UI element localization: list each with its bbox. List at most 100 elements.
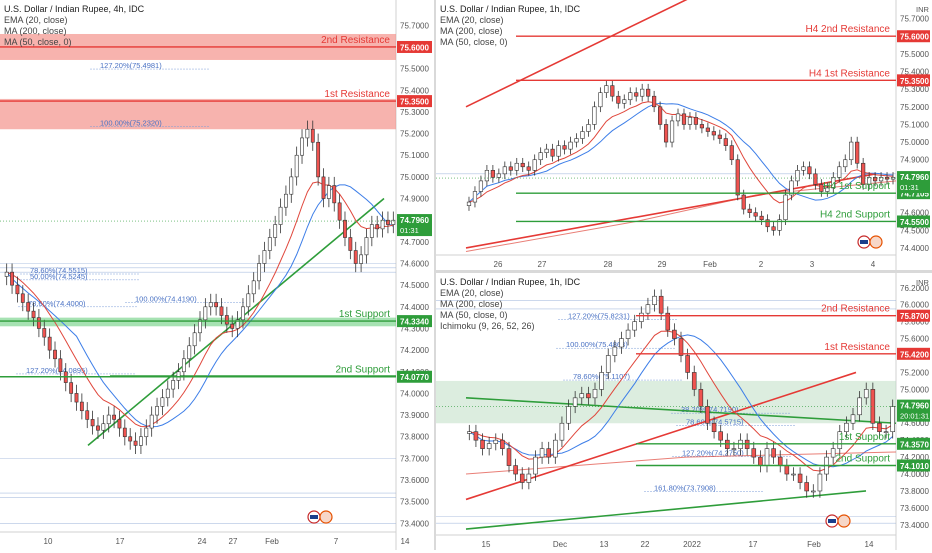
candle-body	[187, 345, 192, 360]
candle-body	[579, 393, 585, 399]
candle-body	[10, 271, 14, 286]
candle-body	[273, 224, 278, 238]
candle-body	[144, 427, 149, 438]
candle-body	[681, 113, 687, 125]
y-tick-label: 75.3000	[400, 108, 429, 117]
candle-body	[556, 145, 561, 157]
usd-flag-icon	[307, 510, 333, 524]
candle-body	[241, 306, 245, 321]
y-tick-label: 74.6000	[900, 209, 929, 218]
candle-body	[693, 117, 699, 125]
candle-body	[811, 490, 816, 493]
candle-body	[502, 166, 507, 175]
candle-body	[155, 406, 159, 416]
candle-body	[532, 159, 537, 171]
candle-body	[795, 170, 800, 182]
candle-body	[305, 128, 310, 139]
candle-body	[675, 113, 681, 122]
panel-divider-vertical[interactable]	[434, 0, 436, 550]
candle-body	[580, 131, 585, 139]
candle-body	[751, 448, 757, 458]
y-tick-label: 75.7000	[900, 15, 929, 24]
y-tick-label: 74.5000	[900, 226, 929, 235]
candle-body	[685, 355, 690, 373]
price-tag-bg	[897, 215, 930, 228]
candle-body	[758, 456, 763, 466]
chart-panel-1h-bottom[interactable]: 76.200076.000075.800075.600075.400075.20…	[436, 273, 932, 550]
candle-body	[47, 336, 52, 351]
candle-body	[625, 329, 631, 339]
trendline	[465, 0, 688, 108]
current-price-tag-bg	[897, 399, 930, 422]
chart-title: U.S. Dollar / Indian Rupee, 1h, IDC	[440, 4, 581, 14]
candle-body	[467, 431, 472, 434]
y-tick-label: 76.2000	[900, 284, 929, 293]
candle-body	[698, 389, 704, 407]
panel-divider-horizontal[interactable]	[436, 270, 932, 273]
level-label: 1st Resistance	[824, 342, 890, 353]
chart-panel-1h-top[interactable]: 75.7000 75.6000 75.5000 75.4000 75.3000 75.20…	[436, 0, 932, 270]
y-tick-label: 73.9000	[400, 411, 429, 420]
candle-body	[20, 293, 25, 303]
candle-body	[807, 166, 812, 175]
candle-body	[375, 224, 380, 230]
candle-body	[771, 448, 776, 458]
candle-body	[520, 162, 525, 168]
candle-body	[230, 323, 235, 329]
candle-body	[672, 329, 677, 339]
x-tick-label: 15	[482, 540, 491, 549]
fib-label: 78.60%(74.4000)	[28, 299, 86, 308]
candle-body	[348, 237, 353, 251]
chart-canvas-4h[interactable]: 75.7000 75.6000 75.5000 75.4000 75.3000 75.20…	[0, 0, 434, 550]
price-tag: 74.3340	[400, 318, 429, 327]
candle-body	[877, 422, 882, 433]
candle-body	[538, 152, 543, 161]
x-tick-label: 14	[401, 537, 410, 546]
flag-circle	[869, 235, 883, 249]
candle-body	[364, 237, 369, 256]
candle-body	[844, 422, 849, 433]
candle-body	[759, 215, 764, 221]
y-tick-label: 75.1000	[400, 151, 429, 160]
candle-body	[224, 315, 229, 325]
support-zone-1	[0, 317, 396, 327]
chart-canvas-1h-bottom[interactable]: 76.200076.000075.800075.600075.400075.20…	[436, 273, 932, 550]
x-tick-label: 2022	[683, 540, 701, 549]
candle-body	[36, 317, 41, 329]
price-tag-bg	[897, 437, 930, 450]
y-tick-label: 75.6000	[900, 335, 929, 344]
candle-body	[705, 127, 710, 132]
chart-panel-4h[interactable]: 75.7000 75.6000 75.5000 75.4000 75.3000 75.20…	[0, 0, 434, 550]
candle-body	[665, 312, 671, 331]
candle-body	[771, 226, 776, 231]
candle-body	[741, 194, 746, 210]
chart-canvas-1h-top[interactable]: 75.7000 75.6000 75.5000 75.4000 75.3000 75.20…	[436, 0, 932, 270]
ma-50-line	[468, 102, 894, 203]
candle-body	[251, 280, 256, 295]
fib-label: 78.60%(74.5715)	[686, 418, 744, 427]
y-tick-label: 75.2000	[900, 103, 929, 112]
candle-body	[526, 473, 532, 483]
candle-body	[192, 332, 197, 347]
candle-body	[825, 187, 830, 192]
x-tick-label: 7	[334, 537, 339, 546]
y-tick-label: 75.1000	[900, 120, 929, 129]
candle-body	[632, 321, 637, 331]
candle-body	[101, 423, 106, 431]
flag-circle	[319, 510, 333, 524]
x-tick-label: 3	[810, 260, 815, 269]
fib-label: 50.00%(74.5245)	[30, 272, 88, 281]
price-tag-bg	[397, 370, 432, 383]
x-tick-label: 13	[600, 540, 609, 549]
candle-body	[257, 263, 261, 282]
y-tick-label: 74.4000	[400, 303, 429, 312]
candle-body	[79, 401, 84, 412]
candle-body	[711, 131, 716, 136]
candle-body	[678, 338, 684, 356]
candle-body	[359, 254, 364, 264]
candle-body	[612, 346, 618, 356]
fib-label: 100.00%(74.4190)	[135, 295, 197, 304]
y-tick-label: 74.4000	[900, 244, 929, 253]
price-tag: 74.3570	[900, 440, 929, 449]
fib-label: 38.20%(74.7190)	[681, 405, 739, 414]
